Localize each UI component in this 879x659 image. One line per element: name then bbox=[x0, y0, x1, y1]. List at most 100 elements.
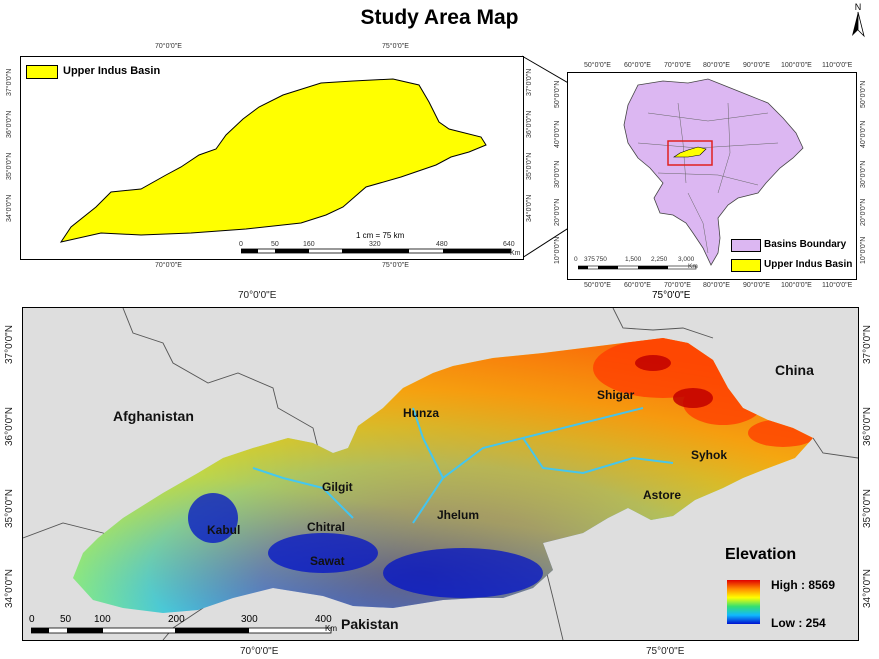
upper-indus-basin-shape bbox=[59, 78, 487, 243]
country-label-pakistan: Pakistan bbox=[341, 616, 399, 632]
lat-tick-right: 10°0'0"N bbox=[860, 236, 867, 264]
north-label: N bbox=[854, 2, 862, 12]
scale-tick: 100 bbox=[94, 614, 111, 625]
lat-tick-right: 40°0'0"N bbox=[860, 120, 867, 148]
lon-tick-top: 70°0'0"E bbox=[664, 62, 691, 69]
place-label-astore: Astore bbox=[643, 488, 682, 502]
lon-tick-bottom: 70°0'0"E bbox=[155, 262, 182, 269]
lon-tick-bottom: 60°0'0"E bbox=[624, 282, 651, 289]
lat-tick-left: 34°0'0"N bbox=[6, 194, 13, 222]
lon-tick-bottom: 110°0'0"E bbox=[822, 282, 853, 289]
scale-tick: 2,250 bbox=[651, 256, 668, 263]
north-arrow-icon: N bbox=[848, 2, 868, 38]
scale-tick: 375 bbox=[584, 256, 595, 263]
lat-tick-left: 35°0'0"N bbox=[6, 152, 13, 180]
lon-tick-top: 100°0'0"E bbox=[781, 62, 812, 69]
elevation-color-ramp bbox=[727, 580, 760, 624]
lat-tick-left: 50°0'0"N bbox=[554, 80, 561, 108]
lon-tick-top: 110°0'0"E bbox=[822, 62, 853, 69]
legend-swatch-basins bbox=[731, 239, 761, 252]
country-border-lines bbox=[23, 308, 858, 640]
legend-label-basins: Basins Boundary bbox=[764, 239, 847, 250]
legend-label-upper-indus: Upper Indus Basin bbox=[63, 65, 161, 77]
lat-tick-left: 36°0'0"N bbox=[6, 110, 13, 138]
map-title: Study Area Map bbox=[360, 6, 519, 29]
inset-upper-indus-frame: Upper Indus Basin 1 cm = 75 km 0 50 160 … bbox=[20, 56, 524, 260]
scale-tick: 320 bbox=[369, 241, 381, 248]
inset-asia-basins-frame: Basins Boundary Upper Indus Basin 0 375 … bbox=[567, 72, 857, 280]
main-lat-tick-right: 37°0'0"N bbox=[862, 325, 873, 364]
lon-tick-bottom: 75°0'0"E bbox=[382, 262, 409, 269]
scale-tick: 0 bbox=[29, 614, 35, 625]
place-label-syhok: Syhok bbox=[691, 448, 728, 462]
scale-bar-right bbox=[578, 265, 697, 270]
scale-tick: 0 bbox=[239, 241, 243, 248]
main-lat-tick-left: 34°0'0"N bbox=[4, 569, 15, 608]
country-label-china: China bbox=[775, 362, 814, 378]
scale-bar-main bbox=[31, 627, 332, 634]
lat-tick-right: 20°0'0"N bbox=[860, 198, 867, 226]
scale-tick: 400 bbox=[315, 614, 332, 625]
legend-swatch-upper-indus-2 bbox=[731, 259, 761, 272]
lat-tick-right: 34°0'0"N bbox=[526, 194, 533, 222]
scale-tick: 300 bbox=[241, 614, 258, 625]
main-lat-tick-left: 35°0'0"N bbox=[4, 489, 15, 528]
place-label-kabul: Kabul bbox=[207, 523, 241, 537]
place-label-gilgit: Gilgit bbox=[322, 480, 353, 494]
lon-tick-top: 50°0'0"E bbox=[584, 62, 611, 69]
main-elevation-map-frame: Hunza Shigar Syhok Gilgit Astore Jhelum … bbox=[22, 307, 859, 641]
lat-tick-right: 50°0'0"N bbox=[860, 80, 867, 108]
main-lat-tick-right: 35°0'0"N bbox=[862, 489, 873, 528]
scale-tick: 3,000 bbox=[678, 256, 695, 263]
scale-tick: 1,500 bbox=[625, 256, 642, 263]
lat-tick-left: 20°0'0"N bbox=[554, 198, 561, 226]
lon-tick-bottom: 90°0'0"E bbox=[743, 282, 770, 289]
legend-label-upper-indus-2: Upper Indus Basin bbox=[764, 259, 853, 270]
scale-tick: 200 bbox=[168, 614, 185, 625]
main-lon-tick-top: 70°0'0"E bbox=[238, 290, 277, 301]
lat-tick-left: 40°0'0"N bbox=[554, 120, 561, 148]
scale-tick: 640 bbox=[503, 241, 515, 248]
lon-tick-bottom: 50°0'0"E bbox=[584, 282, 611, 289]
scale-tick: 480 bbox=[436, 241, 448, 248]
lat-tick-left: 30°0'0"N bbox=[554, 160, 561, 188]
scale-tick: 50 bbox=[60, 614, 72, 625]
lat-tick-left: 37°0'0"N bbox=[6, 68, 13, 96]
place-label-hunza: Hunza bbox=[403, 406, 439, 420]
lat-tick-right: 30°0'0"N bbox=[860, 160, 867, 188]
main-lon-tick-bottom: 70°0'0"E bbox=[240, 646, 279, 657]
place-label-sawat: Sawat bbox=[310, 554, 345, 568]
elevation-low-label: Low : 254 bbox=[771, 616, 826, 630]
scale-unit: Km bbox=[510, 250, 521, 257]
lon-tick-bottom: 100°0'0"E bbox=[781, 282, 812, 289]
scale-tick: 750 bbox=[596, 256, 607, 263]
elevation-raster bbox=[23, 308, 858, 640]
scale-unit: Km bbox=[325, 624, 337, 633]
lat-tick-right: 37°0'0"N bbox=[526, 68, 533, 96]
place-label-jhelum: Jhelum bbox=[437, 508, 480, 522]
main-lat-tick-left: 37°0'0"N bbox=[4, 325, 15, 364]
asia-basins-shape bbox=[623, 78, 804, 266]
lon-tick-top: 70°0'0"E bbox=[155, 43, 182, 50]
scale-tick: 160 bbox=[303, 241, 315, 248]
lat-tick-right: 36°0'0"N bbox=[526, 110, 533, 138]
scale-tick: 0 bbox=[574, 256, 578, 263]
legend-swatch-upper-indus bbox=[26, 65, 58, 79]
place-label-chitral: Chitral bbox=[307, 520, 346, 534]
main-lat-tick-left: 36°0'0"N bbox=[4, 407, 15, 446]
place-label-shigar: Shigar bbox=[597, 388, 635, 402]
lat-tick-left: 10°0'0"N bbox=[554, 236, 561, 264]
elevation-high-label: High : 8569 bbox=[771, 578, 836, 592]
scale-ratio-text: 1 cm = 75 km bbox=[356, 231, 405, 240]
country-label-afghanistan: Afghanistan bbox=[113, 408, 194, 424]
lon-tick-top: 60°0'0"E bbox=[624, 62, 651, 69]
scale-unit: Km bbox=[688, 263, 698, 270]
lon-tick-top: 90°0'0"E bbox=[743, 62, 770, 69]
lon-tick-top: 75°0'0"E bbox=[382, 43, 409, 50]
lon-tick-bottom: 80°0'0"E bbox=[703, 282, 730, 289]
lat-tick-right: 35°0'0"N bbox=[526, 152, 533, 180]
elevation-legend-title: Elevation bbox=[725, 546, 797, 563]
main-lat-tick-right: 36°0'0"N bbox=[862, 407, 873, 446]
center-lon-label: 75°0'0"E bbox=[652, 290, 691, 301]
scale-bar-left bbox=[241, 248, 512, 254]
